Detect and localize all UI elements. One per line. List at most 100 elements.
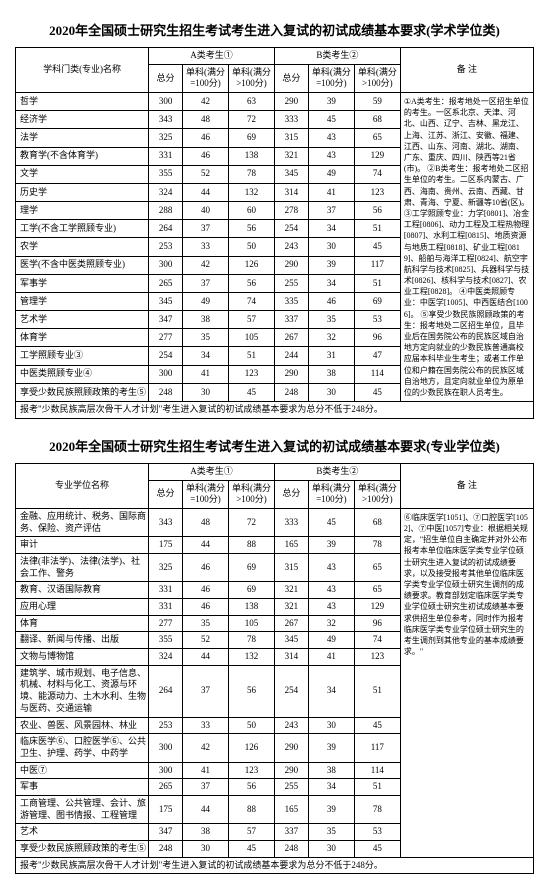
score-cell: 331 <box>149 582 183 599</box>
score-cell: 59 <box>354 93 400 111</box>
score-cell: 325 <box>149 553 183 581</box>
academic-degree-table: 学科门类(专业)名称 A类考生① B类考生② 备 注 总分 单科(满分=100分… <box>15 47 534 419</box>
score-cell: 30 <box>308 383 354 401</box>
score-cell: 253 <box>149 238 183 256</box>
header-total-a: 总分 <box>149 64 183 92</box>
table-row: 金融、应用统计、税务、国际商务、保险、资产评估34348723334568⑥临床… <box>16 508 534 536</box>
row-name: 享受少数民族照顾政策的考生⑤ <box>16 841 149 858</box>
header-sub1-a2: 单科(满分=100分) <box>183 480 229 508</box>
row-name: 历史学 <box>16 183 149 201</box>
row-name: 体育 <box>16 615 149 632</box>
score-cell: 45 <box>308 111 354 129</box>
score-cell: 38 <box>308 762 354 779</box>
score-cell: 45 <box>228 383 274 401</box>
header-sub2-b: 单科(满分>100分) <box>354 64 400 92</box>
score-cell: 126 <box>228 734 274 762</box>
score-cell: 31 <box>308 347 354 365</box>
row-name: 管理学 <box>16 292 149 310</box>
score-cell: 69 <box>228 553 274 581</box>
row-name: 哲学 <box>16 93 149 111</box>
score-cell: 52 <box>183 165 229 183</box>
score-cell: 243 <box>274 717 308 734</box>
score-cell: 68 <box>354 508 400 536</box>
score-cell: 254 <box>149 347 183 365</box>
score-cell: 57 <box>228 311 274 329</box>
score-cell: 337 <box>274 824 308 841</box>
score-cell: 324 <box>149 649 183 666</box>
score-cell: 30 <box>183 841 229 858</box>
score-cell: 290 <box>274 365 308 383</box>
score-cell: 248 <box>274 383 308 401</box>
score-cell: 335 <box>274 292 308 310</box>
score-cell: 43 <box>308 553 354 581</box>
notes-cell: ⑥临床医学[1051]、⑦口腔医学[1052]、⑦中医[1057]专业：根据相关… <box>400 508 533 857</box>
header-sub1-b2: 单科(满分=100分) <box>308 480 354 508</box>
score-cell: 45 <box>354 841 400 858</box>
score-cell: 333 <box>274 508 308 536</box>
score-cell: 37 <box>308 202 354 220</box>
score-cell: 72 <box>228 111 274 129</box>
score-cell: 65 <box>354 129 400 147</box>
row-name: 教育、汉语国际教育 <box>16 582 149 599</box>
score-cell: 43 <box>308 582 354 599</box>
score-cell: 290 <box>274 93 308 111</box>
score-cell: 65 <box>354 553 400 581</box>
score-cell: 56 <box>228 665 274 717</box>
score-cell: 47 <box>354 347 400 365</box>
score-cell: 38 <box>183 311 229 329</box>
table1-footer: 报考"少数民族高层次骨干人才计划"考生进入复试的初试成绩基本要求为总分不低于24… <box>16 402 534 419</box>
score-cell: 65 <box>354 582 400 599</box>
score-cell: 290 <box>274 734 308 762</box>
row-name: 医学(不含中医类照顾专业) <box>16 256 149 274</box>
score-cell: 132 <box>228 649 274 666</box>
score-cell: 44 <box>183 795 229 823</box>
score-cell: 34 <box>308 665 354 717</box>
score-cell: 244 <box>274 347 308 365</box>
score-cell: 37 <box>183 665 229 717</box>
score-cell: 56 <box>354 202 400 220</box>
header-sub1-a: 单科(满分=100分) <box>183 64 229 92</box>
score-cell: 300 <box>149 734 183 762</box>
row-name: 文学 <box>16 165 149 183</box>
score-cell: 51 <box>228 347 274 365</box>
score-cell: 45 <box>354 238 400 256</box>
score-cell: 288 <box>149 202 183 220</box>
score-cell: 117 <box>354 734 400 762</box>
score-cell: 49 <box>183 292 229 310</box>
score-cell: 49 <box>308 165 354 183</box>
score-cell: 117 <box>354 256 400 274</box>
score-cell: 45 <box>354 383 400 401</box>
score-cell: 264 <box>149 665 183 717</box>
score-cell: 265 <box>149 274 183 292</box>
score-cell: 33 <box>183 717 229 734</box>
score-cell: 243 <box>274 238 308 256</box>
score-cell: 345 <box>274 632 308 649</box>
score-cell: 69 <box>228 582 274 599</box>
score-cell: 105 <box>228 329 274 347</box>
row-name: 军事学 <box>16 274 149 292</box>
score-cell: 51 <box>354 274 400 292</box>
score-cell: 34 <box>308 220 354 238</box>
score-cell: 347 <box>149 824 183 841</box>
score-cell: 56 <box>228 779 274 796</box>
score-cell: 48 <box>183 111 229 129</box>
row-name: 理学 <box>16 202 149 220</box>
score-cell: 314 <box>274 183 308 201</box>
row-name: 审计 <box>16 537 149 554</box>
score-cell: 123 <box>228 365 274 383</box>
row-name: 金融、应用统计、税务、国际商务、保险、资产评估 <box>16 508 149 536</box>
row-name: 中医⑦ <box>16 762 149 779</box>
score-cell: 41 <box>183 762 229 779</box>
header-catB2: B类考生② <box>274 463 400 480</box>
row-name: 翻译、新闻与传播、出版 <box>16 632 149 649</box>
score-cell: 132 <box>228 183 274 201</box>
score-cell: 96 <box>354 615 400 632</box>
score-cell: 46 <box>183 599 229 616</box>
score-cell: 277 <box>149 615 183 632</box>
score-cell: 52 <box>183 632 229 649</box>
row-name: 教育学(不含体育学) <box>16 147 149 165</box>
row-name: 应用心理 <box>16 599 149 616</box>
score-cell: 345 <box>149 292 183 310</box>
score-cell: 38 <box>308 365 354 383</box>
score-cell: 123 <box>228 762 274 779</box>
